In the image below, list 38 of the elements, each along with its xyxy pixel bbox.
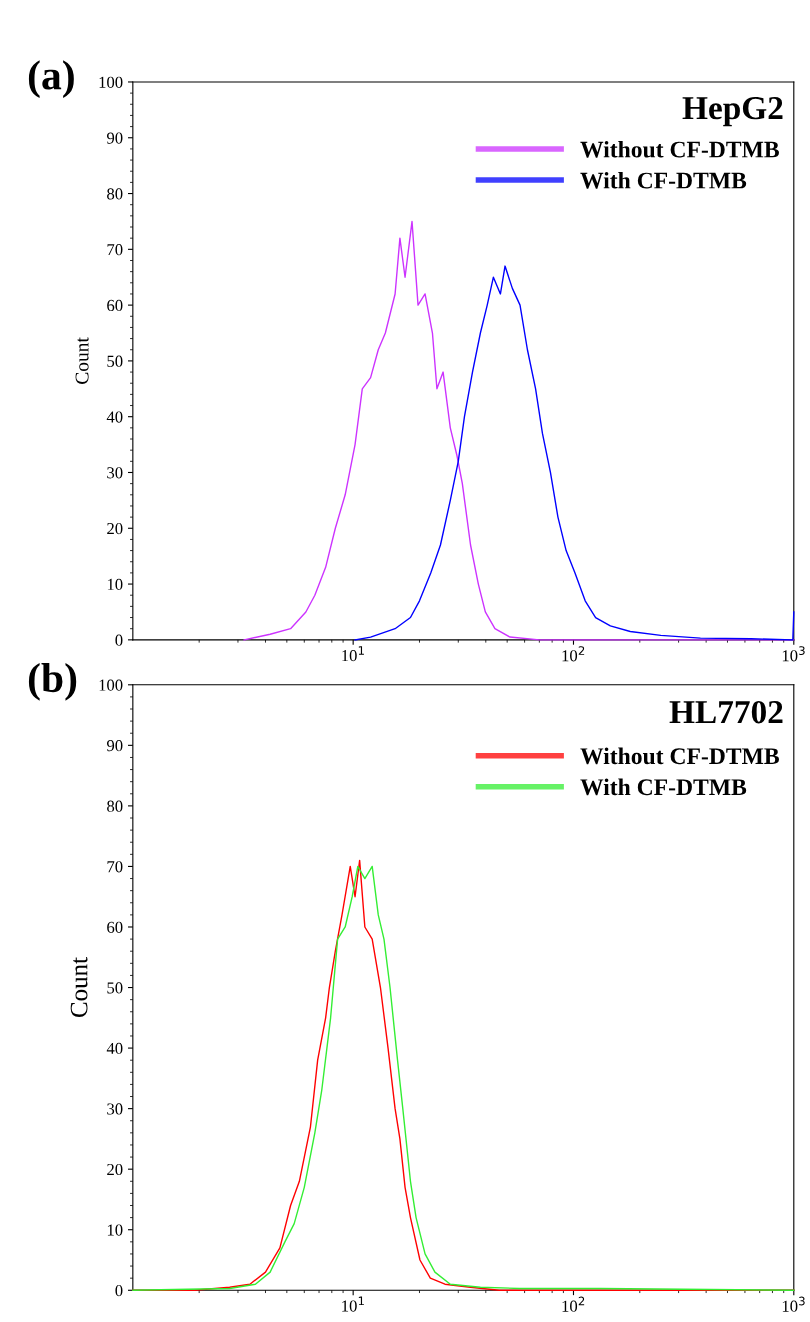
y-tick-label: 10 [107, 1224, 123, 1236]
x-tick-label: 10$^{3}$ [782, 646, 805, 662]
y-tick-label: 80 [107, 188, 123, 200]
y-tick-label: 0 [115, 1284, 123, 1297]
text: (a) [28, 60, 74, 99]
y-tick-label: 90 [106, 740, 123, 752]
legend-label: With CF-DTMB [580, 778, 747, 796]
y-tick-label: 70 [107, 861, 123, 873]
y-tick-label: 40 [106, 1042, 123, 1055]
legend-label: With CF-DTMB [580, 171, 747, 189]
y-tick-label: 10 [107, 578, 123, 591]
y-tick-label: 60 [107, 921, 123, 933]
legend-label: Without CF-DTMB [580, 140, 779, 158]
y-tick-label: 70 [107, 244, 123, 256]
x-tick-label: 10$^{1}$ [342, 646, 364, 662]
x-tick-label: 10$^{2}$ [562, 1296, 585, 1312]
y-tick-label: 20 [107, 522, 123, 535]
text: (b) [28, 662, 77, 701]
y-tick-label: 100 [99, 76, 123, 88]
y-tick-label: 40 [106, 411, 123, 423]
chart-title: HL7702 [669, 700, 783, 724]
y-tick-label: 100 [99, 679, 123, 691]
y-tick-label: 50 [107, 982, 123, 994]
chart-title: HepG2 [682, 96, 783, 127]
y-tick-label: 30 [107, 467, 123, 479]
y-tick-label: 90 [106, 132, 123, 144]
y-axis-title: Count [75, 337, 89, 384]
y-tick-label: 30 [107, 1103, 123, 1115]
x-tick-label: 10$^{3}$ [782, 1296, 805, 1312]
y-axis-title: Count [70, 957, 88, 1018]
y-tick-label: 80 [107, 800, 123, 812]
x-tick-label: 10$^{2}$ [562, 646, 585, 662]
y-tick-label: 0 [115, 634, 123, 646]
y-tick-label: 60 [107, 299, 123, 312]
x-tick-label: 10$^{1}$ [342, 1296, 364, 1312]
legend-label: Without CF-DTMB [580, 747, 779, 765]
y-tick-label: 20 [107, 1163, 123, 1176]
y-tick-label: 50 [107, 355, 123, 367]
